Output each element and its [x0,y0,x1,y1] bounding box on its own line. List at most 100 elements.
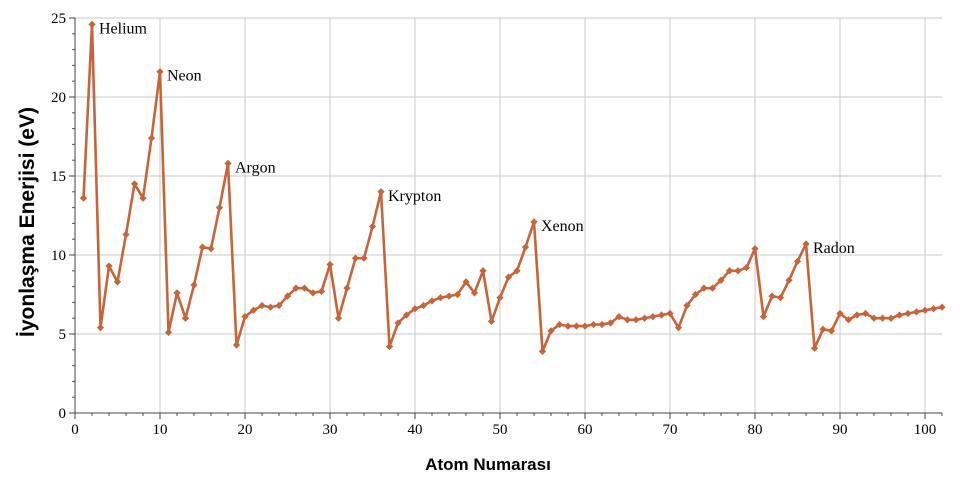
y-tick-label: 20 [51,90,66,106]
data-point [717,276,725,284]
data-point [759,312,768,321]
data-point [700,284,708,292]
data-point [377,188,385,196]
data-point [232,341,241,349]
axes [69,17,942,419]
data-point [343,284,351,292]
points [79,20,946,356]
y-axis-title: İyonlaşma Enerjisi (eV) [16,107,39,337]
data-point [504,273,513,281]
data-point [708,284,717,292]
data-point [836,309,844,318]
data-point [734,267,742,275]
y-tick-label: 25 [51,11,66,27]
data-point [776,294,785,302]
y-tick-label: 5 [59,327,67,343]
data-point [283,292,292,300]
data-point [921,306,929,314]
data-point [513,267,521,275]
data-point [827,327,836,335]
data-point [462,278,470,286]
data-point [445,292,453,300]
data-point [742,264,751,272]
data-point [938,303,946,311]
data-point [334,314,343,322]
data-point [147,134,156,142]
data-point [674,324,683,332]
data-point [130,180,139,188]
data-point [88,20,96,28]
data-point [360,254,368,262]
data-point [326,260,334,269]
data-point [436,294,445,302]
data-point [198,243,207,251]
data-point [530,218,538,226]
data-point [156,68,164,76]
data-point [428,297,436,305]
x-tick-label: 30 [323,422,338,438]
data-point [649,312,657,321]
data-point [224,159,232,167]
data-point [309,289,317,297]
data-point [402,311,411,319]
x-tick-label: 10 [153,422,168,438]
x-tick-label: 0 [71,422,79,438]
data-point [96,324,105,332]
data-point [725,267,734,275]
data-point [691,290,700,299]
peak-label: Radon [813,240,855,257]
data-point [555,320,564,329]
peak-label: Neon [167,68,202,85]
data-point [623,316,632,324]
data-point [819,325,827,333]
data-point [793,257,802,265]
data-point [113,278,122,286]
y-tick-label: 10 [51,248,66,264]
data-point [249,306,258,314]
x-tick-label: 50 [493,422,508,438]
data-point [275,301,283,310]
data-point [547,327,555,335]
data-point [802,240,810,248]
data-point [241,312,249,321]
data-point [657,311,666,319]
data-point [419,301,428,310]
peak-label: Helium [99,20,148,37]
data-point [538,347,547,356]
data-point [453,290,462,299]
y-tick-label: 15 [51,169,66,185]
data-point [861,309,870,318]
data-point [266,303,275,311]
data-point [844,316,853,324]
data-point [181,314,190,322]
data-point [878,314,887,322]
data-point [496,294,504,302]
data-point [479,267,487,275]
plot-background [75,18,942,413]
series [82,22,943,353]
data-point [300,284,309,292]
peak-label: Krypton [388,188,441,205]
x-axis-title: Atom Numarası [425,455,551,474]
x-tick-label: 80 [748,422,763,438]
data-point [521,243,530,251]
data-point [887,314,895,322]
x-tick-label: 60 [578,422,593,438]
data-point [581,322,589,330]
peak-label: Argon [235,159,276,176]
data-point [317,287,326,295]
x-tick-label: 90 [833,422,848,438]
x-tick-label: 40 [408,422,423,438]
data-point [615,312,623,321]
series-line [82,22,943,353]
data-point [470,289,479,297]
data-point [164,328,173,337]
data-point [640,314,649,322]
data-point [411,305,419,313]
data-point [190,281,198,289]
data-point [139,194,147,202]
data-point [122,230,130,239]
data-point [683,301,691,310]
data-point [606,319,615,327]
data-point [173,289,181,297]
